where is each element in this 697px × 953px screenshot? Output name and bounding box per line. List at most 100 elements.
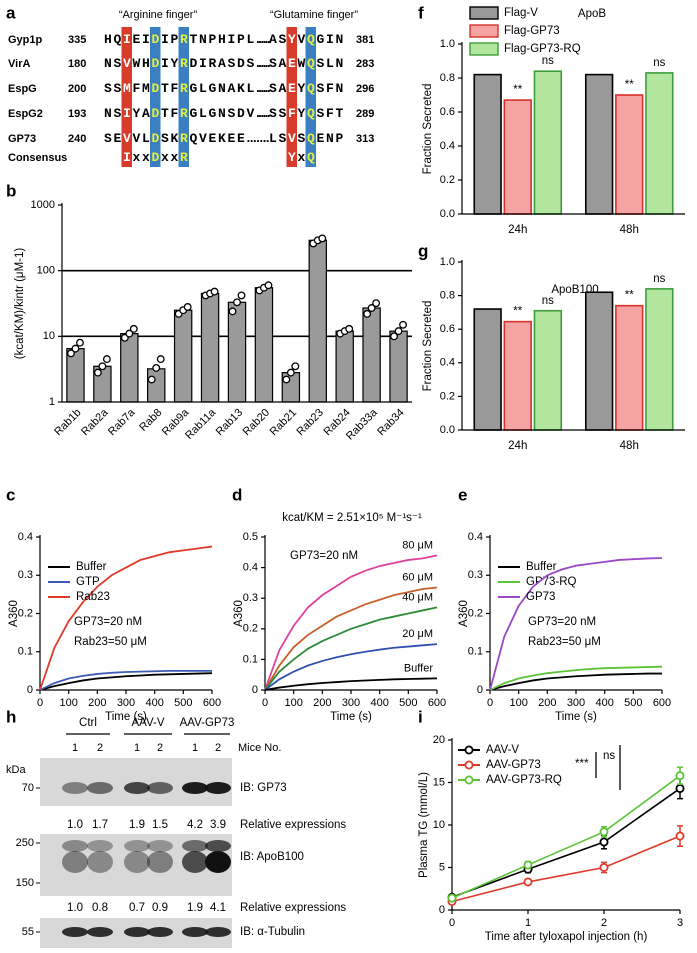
blot-band xyxy=(205,840,231,852)
replicate-point xyxy=(318,234,327,243)
residue: . xyxy=(257,131,265,146)
x-tick-label: 600 xyxy=(428,697,446,709)
residue: E xyxy=(133,32,141,47)
y-tick-label: 0.2 xyxy=(18,607,33,619)
y-tick-label: 0 xyxy=(439,904,445,916)
residue: V xyxy=(199,131,207,146)
kda-marker: 250 xyxy=(16,837,34,849)
legend-label: AAV-GP73-RQ xyxy=(486,774,562,786)
residue: K xyxy=(171,131,179,146)
replicate-point xyxy=(345,324,354,333)
residue: V xyxy=(247,106,255,121)
mouse-number: 2 xyxy=(215,742,221,754)
bar xyxy=(227,301,247,403)
residue: F xyxy=(133,81,141,96)
residue: N xyxy=(326,131,334,146)
sequence: N S V W H D I Y R D I R A S D S......S A E W Q S L N xyxy=(104,56,343,71)
residue: G xyxy=(209,81,217,96)
mouse-number: 2 xyxy=(97,742,103,754)
residue: . xyxy=(258,106,266,121)
y-tick-label: 0.8 xyxy=(440,72,455,84)
start-residue: 193 xyxy=(68,108,86,120)
marker xyxy=(599,837,609,847)
y-tick-label: 0.1 xyxy=(243,653,258,665)
y-tick-label: 10 xyxy=(43,330,55,342)
group-label: AAV-V xyxy=(131,717,164,729)
y-tick-label: 0 xyxy=(27,684,33,696)
residue: R xyxy=(180,56,188,71)
relative-label: Relative expressions xyxy=(240,819,346,831)
blot-band xyxy=(147,840,173,852)
x-tick-label: 400 xyxy=(370,697,388,709)
y-tick-label: 1 xyxy=(49,396,55,408)
legend-label: GP73-RQ xyxy=(526,576,577,588)
bar xyxy=(200,292,220,403)
mouse-number: 1 xyxy=(134,742,140,754)
residue: E xyxy=(114,131,122,146)
x-tick-label: 48h xyxy=(620,224,639,236)
residue: T xyxy=(161,81,169,96)
start-residue: 180 xyxy=(68,58,86,70)
y-tick-label: 0.1 xyxy=(468,646,483,658)
mice-label: Mice No. xyxy=(238,742,281,754)
x-tick-label: 200 xyxy=(88,697,106,709)
residue: P xyxy=(336,131,344,146)
bar xyxy=(645,72,674,215)
residue: . xyxy=(254,56,262,71)
x-tick-label: 300 xyxy=(567,697,585,709)
residue: . xyxy=(265,32,273,47)
start-residue: 200 xyxy=(68,83,86,95)
relative-label: Relative expressions xyxy=(240,902,346,914)
y-tick-label: 0.2 xyxy=(243,623,258,635)
legend-swatch xyxy=(469,6,499,20)
residue: P xyxy=(209,32,217,47)
x-tick-label: 0 xyxy=(487,697,493,709)
series-label: 80 μM xyxy=(402,539,433,551)
motif-column xyxy=(286,27,297,167)
residue: N xyxy=(104,106,112,121)
marker xyxy=(675,831,685,841)
replicate-point xyxy=(156,355,165,364)
x-axis-label: Time (s) xyxy=(105,711,147,723)
motif-column xyxy=(121,27,132,167)
blot-band xyxy=(147,851,173,873)
residue: . xyxy=(258,56,266,71)
protein-name: EspG xyxy=(8,83,37,95)
blot-band xyxy=(205,927,231,937)
bar xyxy=(389,330,408,403)
series-line xyxy=(264,554,438,691)
x-tick-label: 0 xyxy=(37,697,43,709)
mouse-number: 1 xyxy=(72,742,78,754)
residue: N xyxy=(336,32,344,47)
bar xyxy=(584,291,614,431)
replicate-point xyxy=(67,349,75,358)
legend-label: Buffer xyxy=(526,561,557,573)
significance-label: ** xyxy=(625,79,634,91)
residue: G xyxy=(190,81,198,96)
panel-label: d xyxy=(232,485,242,504)
kda-label: kDa xyxy=(6,764,26,776)
series-line xyxy=(489,665,663,691)
blot-band xyxy=(87,782,113,794)
replicate-point xyxy=(129,324,138,333)
legend-marker xyxy=(464,745,474,755)
y-tick-label: 0.3 xyxy=(243,592,258,604)
residue: S xyxy=(104,81,112,96)
residue: G xyxy=(190,106,198,121)
replicate-point xyxy=(152,364,161,372)
x-tick-label: 500 xyxy=(174,697,192,709)
chart-title: ApoB xyxy=(578,8,606,20)
replicate-point xyxy=(286,368,295,377)
residue: N xyxy=(336,81,344,96)
residue: R xyxy=(180,131,188,146)
series-line xyxy=(451,835,681,903)
relative-expression: 0.8 xyxy=(92,902,108,914)
marker xyxy=(675,783,685,793)
mouse-number: 2 xyxy=(157,742,163,754)
x-tick-label: 500 xyxy=(399,697,417,709)
residue: D xyxy=(237,106,245,121)
legend-marker xyxy=(464,760,474,770)
x-tick-label: 400 xyxy=(145,697,163,709)
x-tick-label: 200 xyxy=(313,697,331,709)
consensus-name: Consensus xyxy=(8,152,67,164)
